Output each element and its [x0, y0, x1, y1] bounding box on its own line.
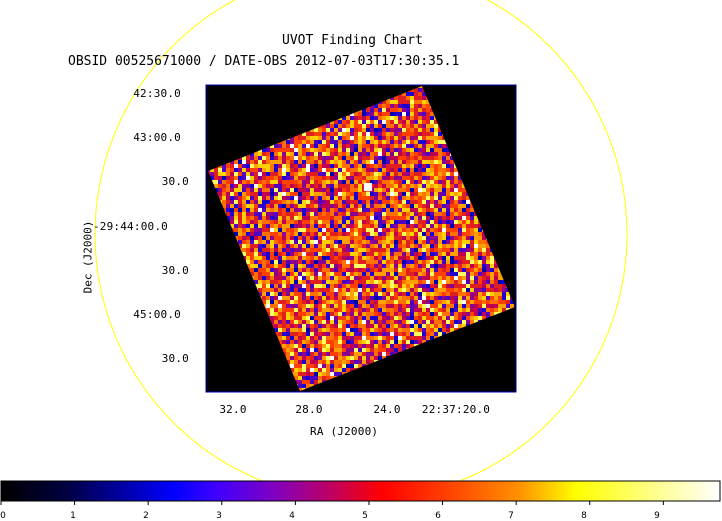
dec-tick-label: 45:00.0 [133, 308, 181, 321]
dec-tick-label: 43:00.0 [133, 131, 181, 144]
dec-tick-label: 42:30.0 [133, 87, 181, 100]
dec-tick-label: 30.0 [161, 264, 189, 277]
y-axis-label: Dec (J2000) [81, 220, 95, 294]
chart-title: UVOT Finding Chart [282, 33, 423, 48]
ra-tick-label: 32.0 [219, 403, 247, 416]
colorbar-tick-label: 0 [0, 511, 6, 521]
colorbar-tick-label: 3 [216, 511, 222, 521]
colorbar-tick-label: 6 [435, 511, 441, 521]
colorbar-tick-label: 5 [362, 511, 368, 521]
ra-tick-label: 28.0 [295, 403, 323, 416]
colorbar [0, 480, 721, 502]
dec-tick-label: -29:44:00.0 [92, 220, 168, 233]
ra-tick-label: 24.0 [373, 403, 401, 416]
ra-tick-label: 22:37:20.0 [421, 403, 491, 416]
colorbar-tick-label: 1 [70, 511, 76, 521]
dec-tick-label: 30.0 [161, 175, 189, 188]
colorbar-tick-label: 4 [289, 511, 295, 521]
colorbar-tick-marks [0, 501, 664, 505]
x-axis-label: RA (J2000) [310, 425, 379, 438]
colorbar-tick-label: 7 [508, 511, 514, 521]
colorbar-tick-label: 8 [581, 511, 587, 521]
bright-source [364, 183, 372, 191]
chart-subtitle: OBSID 00525671000 / DATE-OBS 2012-07-03T… [68, 54, 460, 69]
colorbar-tick-label: 2 [143, 511, 149, 521]
dec-tick-label: 30.0 [161, 352, 189, 365]
colorbar-tick-label: 9 [654, 511, 660, 521]
